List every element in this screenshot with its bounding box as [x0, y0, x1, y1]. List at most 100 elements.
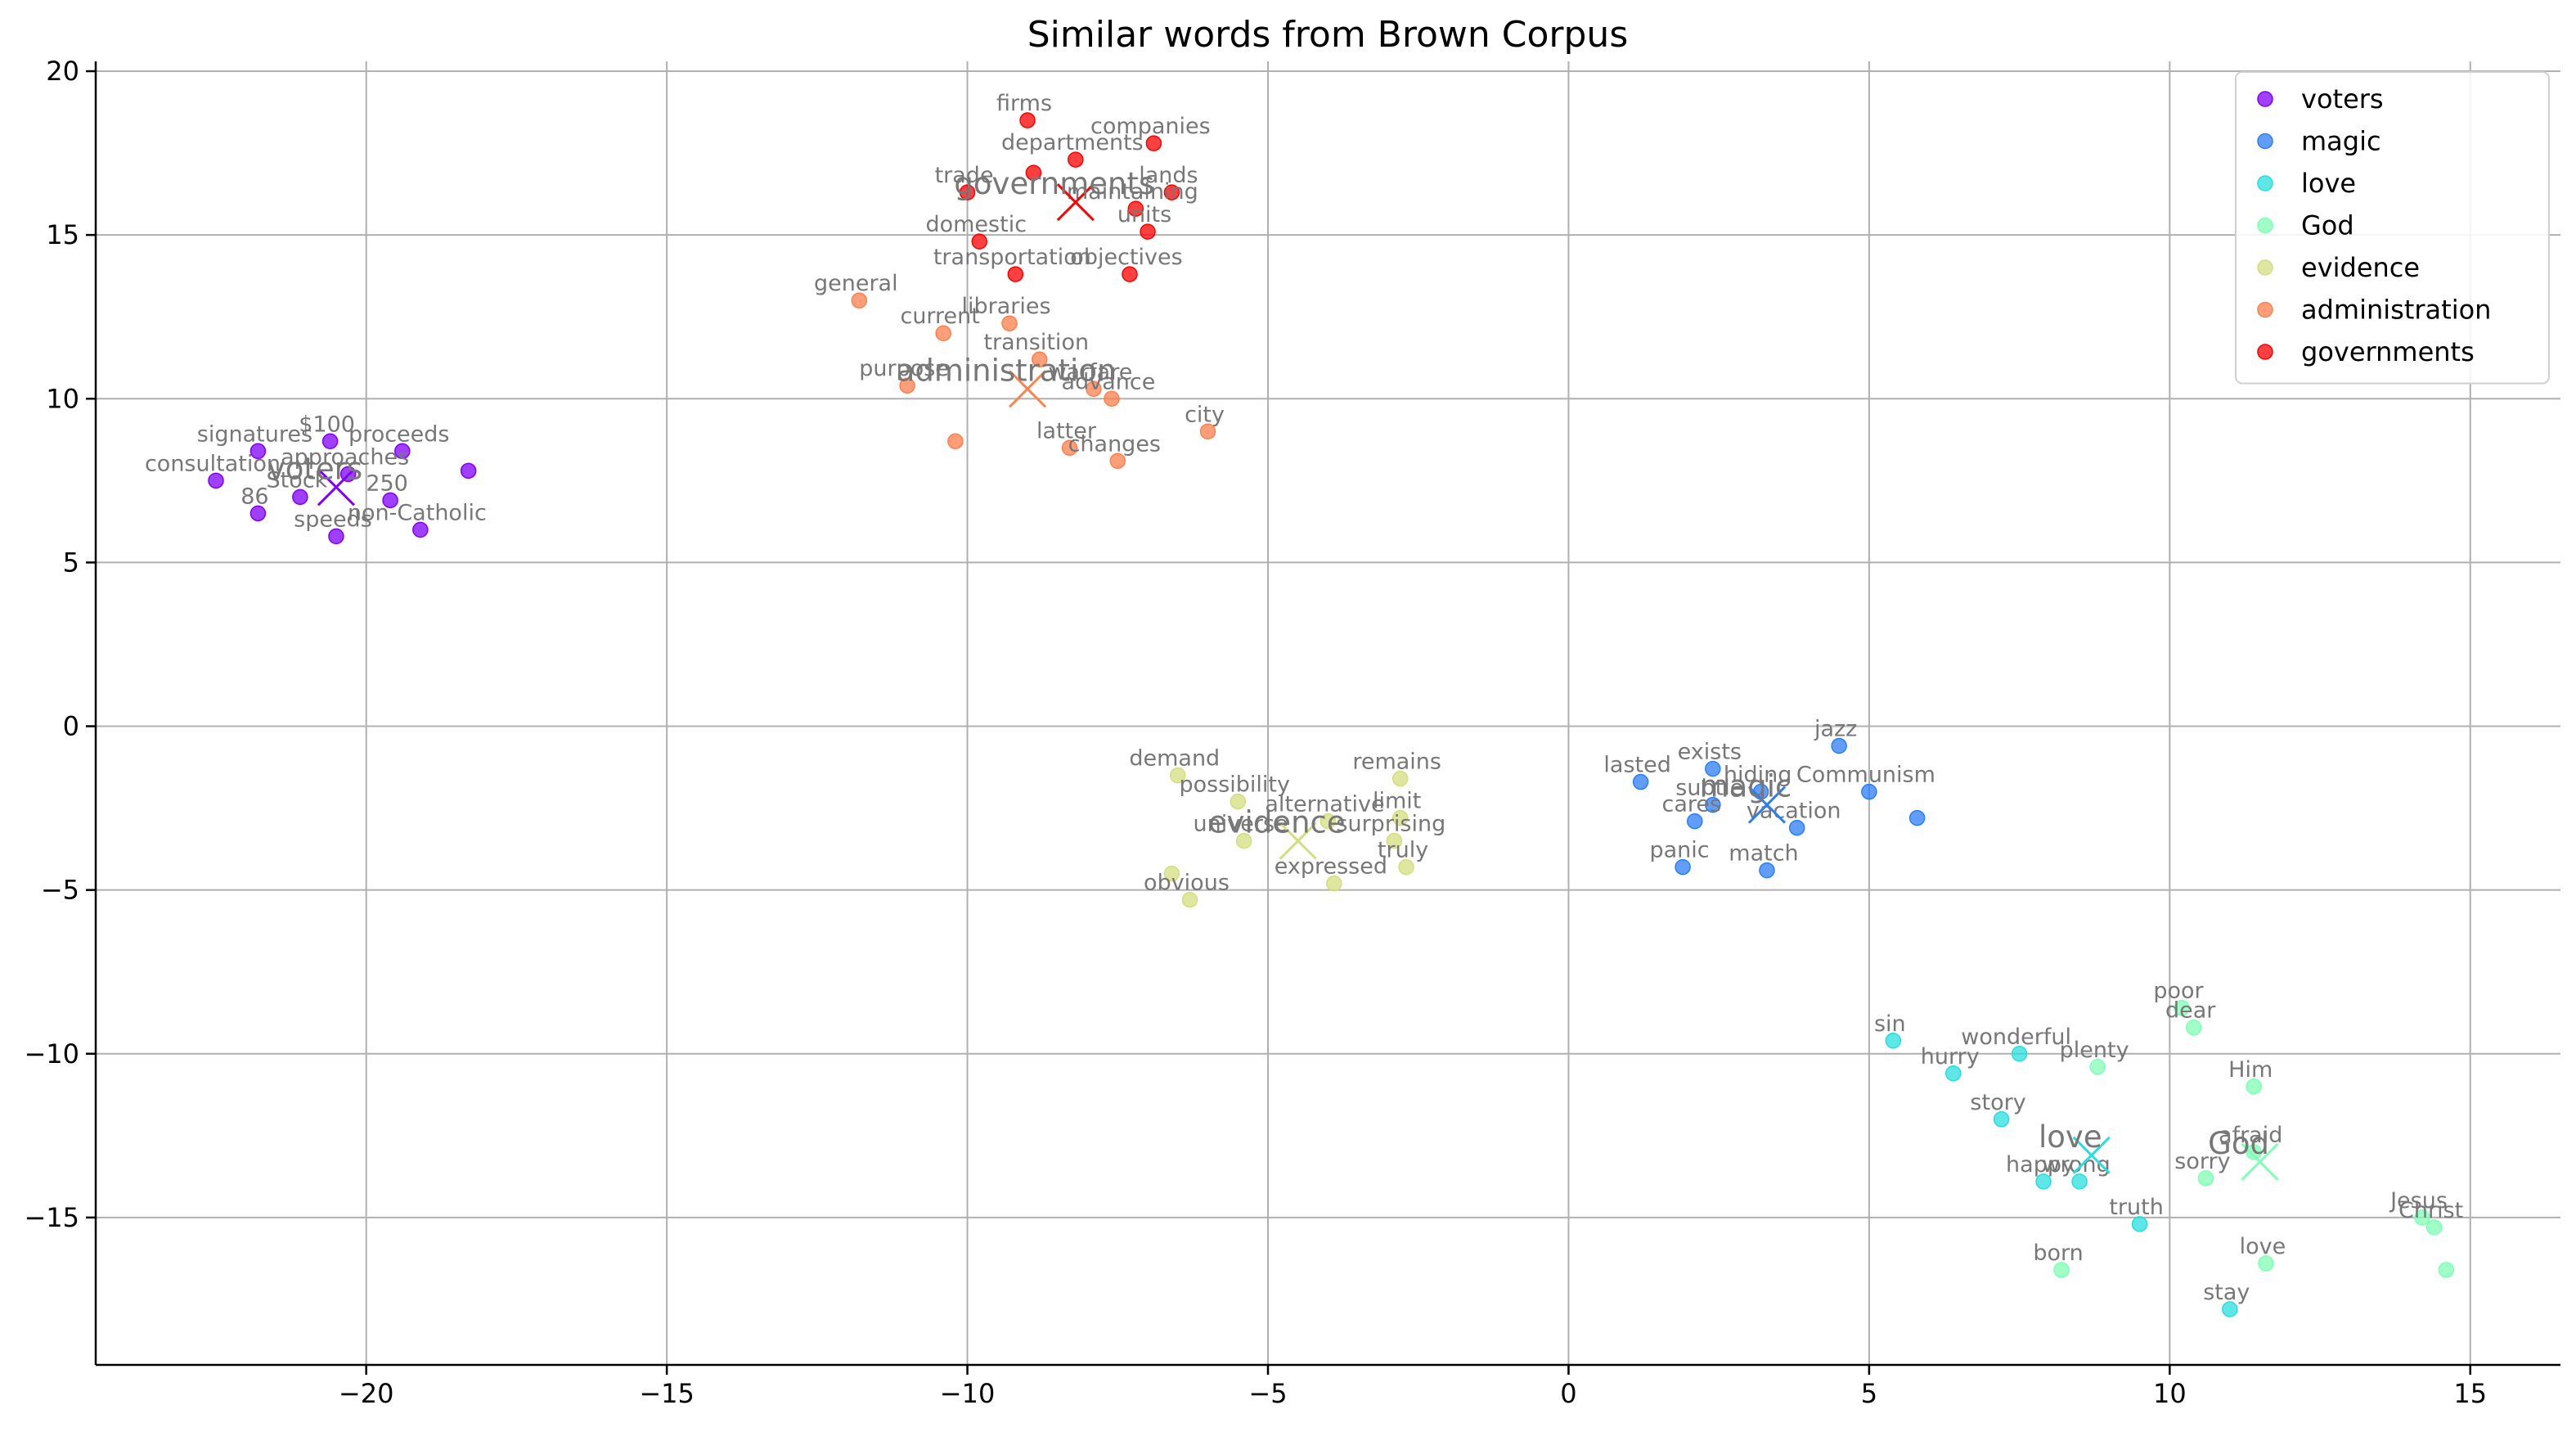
centroid-label: God [2208, 1126, 2269, 1161]
point-label: obvious [1144, 871, 1230, 896]
centroid-marker-administration [1009, 370, 1047, 408]
x-tick-label: 15 [2453, 1378, 2487, 1409]
point-label: consultation [145, 451, 281, 476]
legend-marker-God [2257, 217, 2273, 234]
data-point-evidence [1326, 875, 1342, 892]
point-label: sorry [2174, 1149, 2230, 1174]
point-label: match [1729, 841, 1798, 867]
data-point-voters [250, 505, 267, 522]
y-tick-label: −5 [41, 875, 79, 906]
data-point-voters [292, 489, 308, 506]
point-label: trade [935, 163, 994, 188]
y-tick-label: 5 [63, 547, 79, 578]
legend-marker-magic [2257, 133, 2273, 150]
x-tick-label: −15 [639, 1378, 695, 1409]
point-label: jazz [1814, 717, 1857, 742]
point-label: signatures [197, 421, 312, 447]
data-point-magic [1675, 858, 1691, 876]
point-label: latter [1036, 418, 1097, 444]
point-label: transition [983, 330, 1089, 355]
tick-labels: −20 −15 −10 −5 0 5 10 15 −15 −10 −5 0 5 10 15 20 [24, 56, 2487, 1409]
data-point-love [2071, 1173, 2088, 1190]
data-point-governments [1025, 164, 1042, 181]
data-point-voters [208, 472, 224, 489]
x-tick-label: −10 [940, 1378, 996, 1409]
centroid-label: magic [1700, 769, 1792, 804]
point-label: possibility [1180, 772, 1291, 798]
data-point-God [2197, 1170, 2214, 1187]
point-label: demand [1129, 746, 1220, 772]
point-label: sin [1874, 1011, 1906, 1037]
point-label: proceeds [348, 421, 449, 447]
data-point-voters [382, 492, 398, 509]
data-point-God [2438, 1262, 2455, 1278]
data-point-administration [947, 433, 964, 450]
point-label: lands [1139, 163, 1198, 188]
point-label: hurry [1921, 1044, 1980, 1069]
point-label: approaches [281, 444, 409, 470]
data-point-evidence [1391, 809, 1409, 826]
data-point-voters [250, 443, 267, 460]
legend-marker-governments [2257, 344, 2273, 360]
data-point-God [2425, 1219, 2443, 1236]
data-point-God [2053, 1262, 2070, 1278]
data-point-love [2011, 1046, 2028, 1062]
centroid-label: governments [954, 166, 1154, 201]
data-point-governments [971, 233, 988, 250]
point-label: companies [1090, 114, 1211, 139]
point-label: departments [1001, 130, 1144, 155]
data-point-magic [1705, 760, 1721, 777]
point-label: $100 [299, 412, 355, 437]
centroid-marker-magic [1747, 786, 1787, 824]
legend-marker-voters [2257, 91, 2273, 107]
point-label: firms [996, 91, 1052, 116]
point-label: wrong [2042, 1152, 2110, 1178]
data-point-magic [1908, 809, 1926, 826]
point-label: Stock [266, 467, 327, 493]
point-label: exists [1678, 740, 1742, 765]
data-point-evidence [1386, 832, 1403, 849]
data-point-governments [1019, 112, 1036, 128]
legend-box [2235, 71, 2550, 385]
point-label: surprising [1336, 812, 1445, 837]
point-label: changes [1068, 431, 1161, 457]
point-label: maintaining [1067, 179, 1198, 205]
point-label: Jesus [2389, 1188, 2448, 1214]
legend: voters magic love God evidence administration… [2235, 71, 2550, 385]
point-label: Him [2228, 1057, 2273, 1083]
data-point-evidence [1230, 793, 1247, 810]
centroid-marker-God [2241, 1142, 2279, 1181]
centroid-marker-love [2072, 1136, 2111, 1174]
point-label: truth [2109, 1195, 2164, 1220]
data-point-evidence [1391, 770, 1409, 787]
centroid-marker-evidence [1279, 822, 1317, 860]
point-label: city [1185, 402, 1225, 427]
data-point-evidence [1163, 865, 1180, 882]
legend-marker-love [2257, 175, 2273, 191]
data-point-love [2131, 1216, 2148, 1232]
centroid-marker-governments [1056, 183, 1095, 222]
data-point-magic [1788, 819, 1805, 836]
point-label: speeds [294, 507, 372, 532]
y-tick-label: −10 [24, 1038, 79, 1069]
data-point-God [2089, 1059, 2106, 1075]
data-point-administration [1109, 453, 1126, 470]
point-label: 86 [241, 484, 268, 509]
centroids: voters magic love God evidence administration… [267, 166, 2279, 1181]
data-point-administration [851, 292, 868, 308]
data-point-administration [1032, 351, 1048, 367]
point-label: remains [1352, 750, 1441, 775]
centroid-marker-voters [317, 468, 356, 507]
data-point-evidence [1170, 767, 1186, 784]
data-point-administration [1199, 423, 1216, 440]
point-label: alternative [1265, 792, 1384, 817]
point-label: 250 [366, 471, 408, 496]
point-label: subtle [1675, 776, 1743, 801]
data-point-God [2414, 1209, 2430, 1226]
x-tick-label: 5 [1861, 1378, 1877, 1409]
data-point-God [2246, 1079, 2262, 1095]
data-point-magic [1759, 862, 1775, 879]
x-tick-label: 10 [2153, 1378, 2187, 1409]
